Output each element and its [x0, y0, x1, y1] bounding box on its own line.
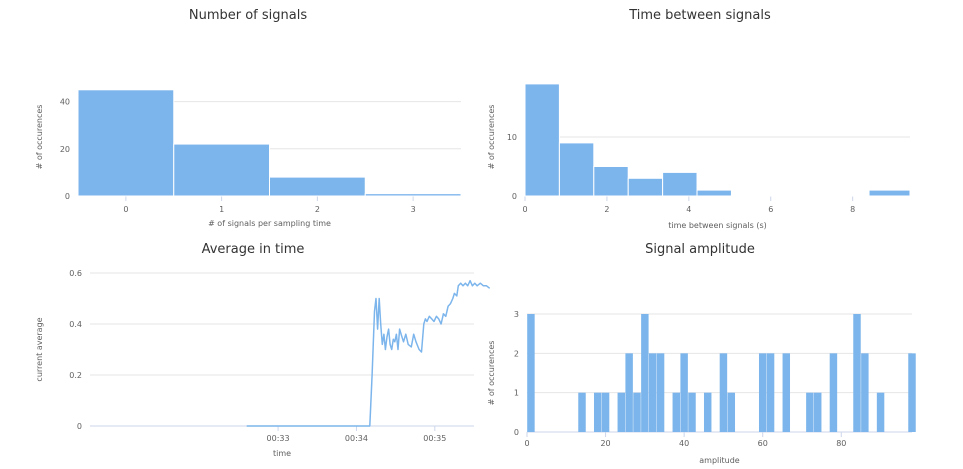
- histogram-bar: [834, 194, 870, 197]
- histogram-bar: [861, 353, 869, 432]
- histogram-bar: [627, 177, 664, 197]
- histogram-bar: [601, 392, 610, 432]
- chart-plot: 0 0.2 0.4 0.6 00:33 00:34 00:35 time current ave…: [35, 269, 491, 458]
- chart-plot: 0 20 40 0 1 2 3 # of signals per sampling time #…: [35, 89, 462, 228]
- y-axis-label: # of occurences: [35, 105, 44, 170]
- histogram-bar: [766, 353, 775, 432]
- histogram-bar: [617, 392, 626, 432]
- y-axis-label: # of occurences: [487, 341, 496, 406]
- histogram-bar: [688, 392, 696, 432]
- histogram-bar: [641, 314, 649, 432]
- x-tick-label: 4: [686, 205, 691, 214]
- histogram-bar: [648, 353, 657, 432]
- histogram-bar: [727, 392, 736, 432]
- chart-title: Time between signals: [629, 8, 771, 23]
- histogram-bar: [730, 194, 767, 197]
- series-line: [246, 279, 491, 427]
- histogram-bar: [269, 176, 366, 197]
- histogram-bar: [719, 353, 728, 432]
- y-tick-label: 10: [507, 133, 517, 142]
- x-tick-label: 8: [850, 205, 855, 214]
- chart-average-in-time: Average in time 0 0.2 0.4 0.6 00:33 00:34 00:3…: [28, 235, 491, 469]
- histogram-bar: [868, 189, 911, 197]
- x-axis-label: amplitude: [699, 456, 740, 465]
- y-tick-label: 0: [65, 192, 70, 201]
- y-tick-label: 0: [77, 422, 82, 431]
- x-tick-label: 0: [522, 205, 527, 214]
- histogram-bar: [524, 83, 560, 197]
- y-tick-label: 0.2: [69, 371, 82, 380]
- histogram-bar: [173, 143, 270, 197]
- histogram-bar: [656, 353, 665, 432]
- histogram-bar: [77, 89, 175, 197]
- histogram-bar: [672, 392, 681, 432]
- y-tick-label: 1: [514, 389, 519, 398]
- histogram-bar: [908, 353, 916, 432]
- y-axis-label: # of occurences: [487, 105, 496, 170]
- histogram-bar: [633, 392, 641, 432]
- histogram-bar: [758, 353, 767, 432]
- histogram-bar: [593, 392, 602, 432]
- histogram-bar: [765, 194, 801, 197]
- x-tick-label: 0: [524, 439, 529, 448]
- x-tick-label: 3: [411, 205, 416, 214]
- histogram-bar: [578, 392, 586, 432]
- histogram-bar: [799, 194, 836, 197]
- chart-title: Average in time: [201, 242, 305, 257]
- histogram-bar: [625, 353, 633, 432]
- x-tick-label: 20: [600, 439, 610, 448]
- y-tick-label: 3: [514, 310, 519, 319]
- x-tick-label: 80: [836, 439, 846, 448]
- histogram-bar: [813, 392, 822, 432]
- y-tick-label: 0.6: [69, 269, 82, 278]
- y-axis-label: current average: [35, 317, 44, 381]
- chart-plot: 0 10 0 2 4 6 8 time between signals (s) # of occ…: [487, 83, 911, 230]
- x-axis-label: time between signals (s): [668, 221, 767, 230]
- chart-number-of-signals: Number of signals 0 20 40 0 1 2 3 # of signals …: [28, 0, 468, 235]
- y-tick-label: 20: [60, 145, 70, 154]
- histogram-bar: [782, 353, 791, 432]
- chart-plot: 0 1 2 3 0 20 40 60 80 amplitude # of occurences: [487, 310, 916, 465]
- x-axis-label: time: [273, 449, 291, 458]
- y-tick-label: 0.4: [69, 320, 82, 329]
- histogram-bar: [696, 189, 732, 197]
- histogram-bar: [527, 314, 535, 432]
- x-tick-label: 60: [758, 439, 768, 448]
- x-axis-label: # of signals per sampling time: [208, 219, 331, 228]
- x-tick-label: 00:33: [267, 434, 290, 443]
- histogram-bar: [662, 171, 698, 197]
- x-tick-label: 0: [123, 205, 128, 214]
- x-tick-label: 6: [768, 205, 773, 214]
- histogram-bar: [829, 353, 838, 432]
- chart-time-between-signals: Time between signals 0 10 0 2 4 6 8 time betwee…: [480, 0, 920, 235]
- x-tick-label: 1: [219, 205, 224, 214]
- chart-signal-amplitude: Signal amplitude 0 1 2 3 0 20 40 60 80 amplitude #…: [480, 235, 920, 469]
- histogram-bar: [703, 392, 712, 432]
- x-tick-label: 2: [604, 205, 609, 214]
- chart-title: Number of signals: [188, 8, 308, 23]
- y-tick-label: 2: [514, 349, 519, 358]
- x-tick-label: 00:34: [345, 434, 368, 443]
- histogram-bar: [364, 193, 462, 197]
- x-tick-label: 00:35: [423, 434, 446, 443]
- chart-title: Signal amplitude: [645, 242, 755, 257]
- x-tick-label: 40: [679, 439, 689, 448]
- histogram-bar: [876, 392, 885, 432]
- histogram-bar: [853, 314, 861, 432]
- x-tick-label: 2: [315, 205, 320, 214]
- y-tick-label: 40: [60, 98, 70, 107]
- histogram-bar: [806, 392, 814, 432]
- histogram-bar: [680, 353, 688, 432]
- histogram-bar: [593, 166, 629, 197]
- y-tick-label: 0: [514, 428, 519, 437]
- y-tick-label: 0: [512, 192, 517, 201]
- histogram-bar: [558, 142, 595, 197]
